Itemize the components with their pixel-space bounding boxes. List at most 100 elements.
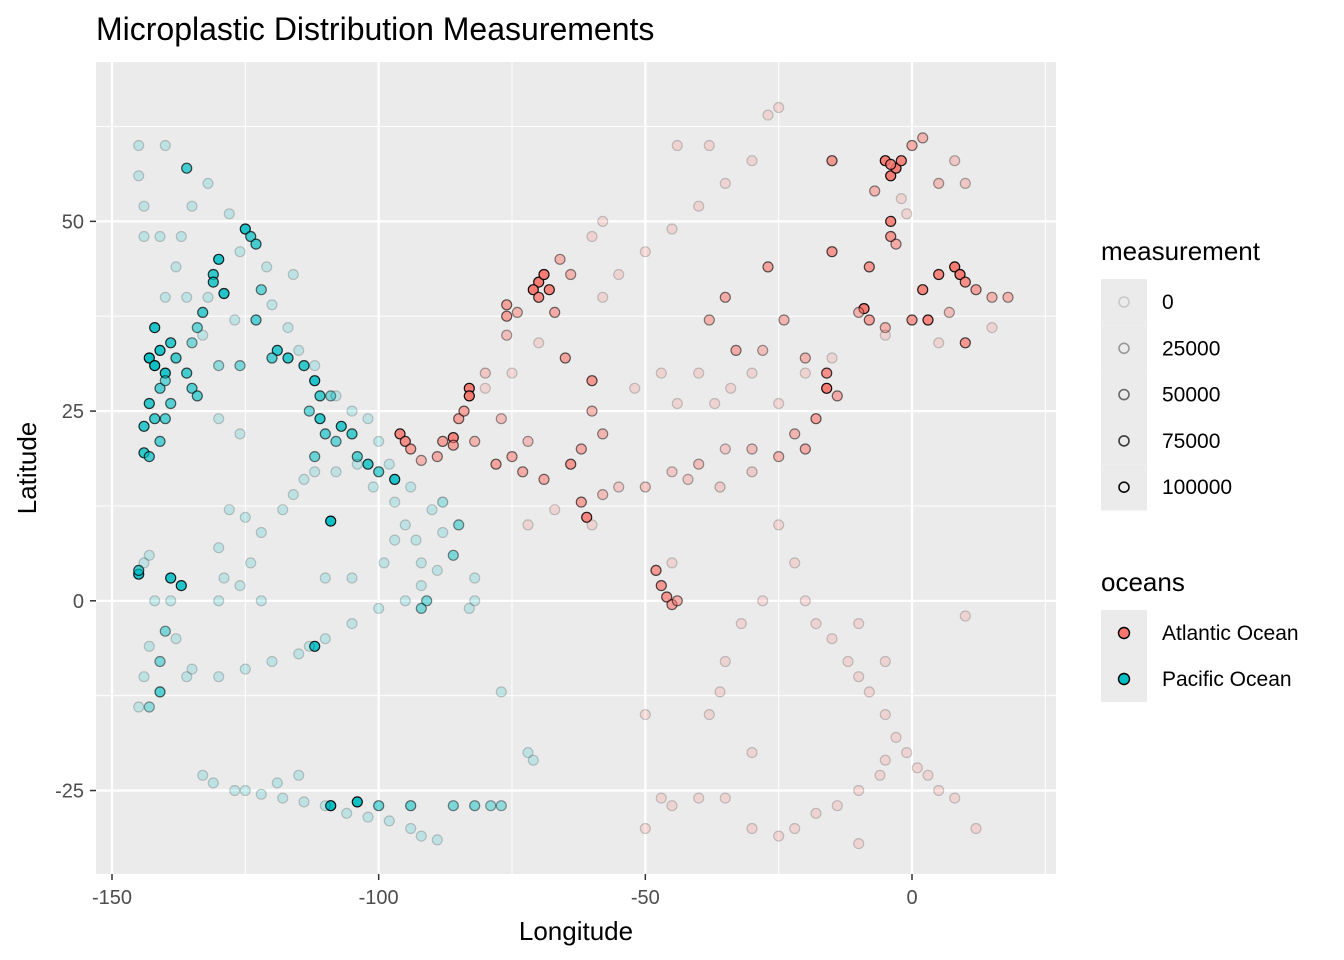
legend-key-bg	[1101, 417, 1147, 465]
data-point	[933, 268, 945, 281]
data-point	[773, 451, 785, 463]
data-point	[362, 811, 374, 823]
data-point	[271, 344, 283, 356]
data-point	[735, 617, 747, 630]
data-point	[895, 193, 907, 205]
data-point	[869, 185, 881, 197]
data-point	[746, 746, 758, 759]
data-point	[213, 595, 225, 607]
data-point	[143, 549, 155, 561]
data-point	[522, 519, 534, 531]
legend-measurement-label: 25000	[1162, 337, 1220, 360]
legend-measurement-keys: 0 25000 50000 75000 100000	[1101, 279, 1232, 511]
data-point	[319, 633, 331, 645]
data-point	[218, 287, 230, 300]
data-point	[719, 177, 731, 189]
data-point	[362, 458, 374, 470]
data-point	[213, 360, 225, 372]
data-point	[725, 382, 737, 394]
data-point	[469, 435, 481, 447]
data-point	[549, 306, 561, 318]
data-point	[522, 435, 534, 447]
y-axis-title: Latitude	[12, 422, 42, 515]
data-point	[154, 435, 166, 447]
data-point	[906, 314, 918, 326]
data-point	[319, 572, 331, 584]
data-point	[933, 177, 945, 189]
legend-measurement-label: 75000	[1162, 430, 1220, 453]
data-point	[351, 796, 363, 808]
data-point	[143, 352, 155, 364]
data-point	[234, 428, 246, 440]
y-tick-label: 25	[62, 401, 84, 423]
legend-alpha-key	[1118, 481, 1130, 494]
data-point	[559, 352, 571, 364]
data-point	[239, 223, 251, 235]
data-point	[826, 352, 838, 364]
data-point	[133, 564, 145, 577]
data-point	[757, 344, 769, 356]
data-point	[821, 367, 833, 379]
plot-panel	[96, 62, 1056, 886]
data-point	[213, 542, 225, 554]
data-point	[250, 314, 262, 326]
data-point	[746, 367, 758, 379]
data-point	[874, 769, 886, 781]
data-point	[890, 731, 902, 744]
data-point	[426, 504, 438, 516]
data-point	[479, 367, 491, 379]
data-point	[154, 655, 166, 668]
data-point	[330, 435, 342, 447]
data-point	[863, 261, 875, 273]
data-point	[431, 834, 443, 846]
data-point	[879, 322, 891, 334]
data-point	[421, 595, 433, 607]
legend-key-bg	[1101, 279, 1147, 326]
data-point	[319, 428, 331, 440]
legend-oceans-keys: Atlantic Ocean Pacific Ocean	[1101, 610, 1299, 702]
data-point	[575, 443, 587, 455]
legend-alpha-key	[1118, 435, 1130, 447]
data-point	[565, 458, 577, 470]
data-point	[159, 291, 171, 303]
data-point	[207, 777, 219, 789]
data-point	[901, 208, 913, 220]
data-point	[447, 549, 459, 561]
data-point	[170, 633, 182, 645]
data-point	[655, 792, 667, 804]
legend-oceans-title: oceans	[1101, 567, 1185, 597]
data-point	[501, 310, 513, 322]
data-point	[373, 800, 385, 812]
data-point	[959, 276, 971, 288]
data-point	[703, 708, 715, 721]
data-point	[175, 230, 187, 243]
data-point	[165, 337, 177, 349]
legend-ocean-label: Pacific Ocean	[1162, 668, 1292, 691]
data-point	[373, 602, 385, 615]
data-point	[970, 284, 982, 296]
legend-key-bg	[1101, 325, 1147, 372]
data-point	[842, 655, 854, 668]
data-point	[197, 329, 209, 341]
data-point	[879, 708, 891, 721]
data-point	[773, 830, 785, 842]
data-point	[399, 435, 411, 447]
data-point	[666, 466, 678, 478]
data-point	[437, 496, 449, 508]
data-point	[143, 640, 155, 652]
data-point	[469, 800, 481, 812]
data-point	[906, 139, 918, 152]
data-point	[789, 822, 801, 835]
data-point	[890, 238, 902, 250]
data-point	[506, 367, 518, 379]
data-point	[858, 303, 870, 315]
data-point	[138, 420, 150, 432]
data-point	[394, 428, 406, 440]
data-point	[597, 489, 609, 501]
data-point	[309, 640, 321, 652]
x-tick-label: -50	[631, 887, 660, 909]
data-point	[341, 807, 353, 819]
data-point	[373, 435, 385, 447]
data-point	[325, 800, 337, 812]
data-point	[746, 443, 758, 455]
